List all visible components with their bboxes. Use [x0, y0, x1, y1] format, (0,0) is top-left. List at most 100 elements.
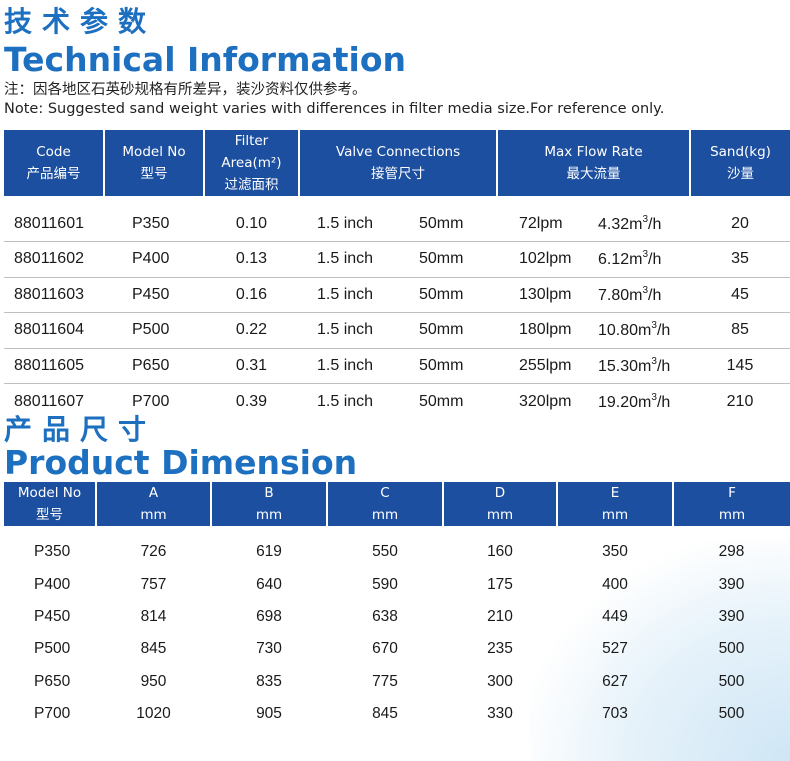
dim-d-cell: 175: [487, 575, 513, 593]
m3h-cell: 4.32m3/h: [592, 206, 691, 242]
table-row: P700 1020 905 845 330 703 500: [4, 698, 790, 730]
dim-d-cell: 210: [487, 607, 513, 625]
dim-e-cell: 449: [602, 607, 628, 625]
dim-e-cell: 627: [602, 672, 628, 690]
table-row: P500 845 730 670 235 527 500: [4, 633, 790, 665]
dim-a-cell: 845: [140, 640, 167, 658]
dim-title-en: Product Dimension: [4, 443, 358, 482]
dim-b-cell: 835: [256, 672, 282, 690]
dim-b-cell: 619: [256, 543, 282, 561]
dim-b-cell: 730: [256, 640, 282, 658]
table-row: 88011601 P350 0.10 1.5 inch 50mm 72lpm 4.32m3/…: [4, 206, 790, 242]
m3h-cell: 6.12m3/h: [592, 241, 691, 278]
mm-cell: 50mm: [399, 312, 497, 349]
sand-cell: 145: [690, 348, 790, 384]
model-cell: P700: [34, 705, 71, 723]
dim-f-cell: 390: [718, 607, 745, 625]
dim-f-cell: 390: [718, 575, 745, 593]
model-cell: P350: [104, 206, 204, 242]
tech-title-cn: 技术参数: [4, 5, 157, 38]
mm-cell: 50mm: [399, 241, 497, 278]
header-model: Model No 型号: [104, 130, 205, 196]
code-cell: 88011602: [4, 241, 104, 278]
dim-f-cell: 500: [718, 640, 745, 658]
inch-cell: 1.5 inch: [299, 348, 399, 384]
table-row: 88011602 P400 0.13 1.5 inch 50mm 102lpm 6.12m3…: [4, 241, 790, 278]
dim-b-cell: 905: [256, 705, 282, 723]
sand-cell: 35: [690, 241, 790, 278]
inch-cell: 1.5 inch: [317, 392, 374, 410]
dim-f-cell: 298: [718, 543, 745, 561]
model-cell: P650: [104, 348, 204, 384]
dim-title-cn: 产品尺寸: [4, 413, 157, 446]
technical-header-row: Code 产品编号 Model No 型号 Filter Area(m²) 过滤面积 …: [4, 130, 790, 196]
dim-c-cell: 670: [372, 640, 398, 658]
dim-f-cell: 500: [718, 672, 745, 690]
table-row: P650 950 835 775 300 627 500: [4, 666, 790, 698]
dim-e-cell: 527: [602, 640, 628, 658]
table-row: P450 814 698 638 210 449 390: [4, 601, 790, 633]
model-cell: P700: [132, 392, 170, 410]
code-cell: 88011603: [4, 277, 104, 313]
m3h-cell: 15.30m3/h: [592, 348, 691, 384]
code-cell: 88011605: [4, 348, 104, 384]
dim-c-cell: 638: [372, 607, 398, 625]
dim-d-cell: 160: [487, 543, 513, 561]
mm-cell: 50mm: [399, 206, 497, 242]
model-cell: P500: [104, 312, 204, 349]
lpm-cell: 320lpm: [519, 392, 572, 410]
model-cell: P450: [104, 277, 204, 313]
technical-table: Code 产品编号 Model No 型号 Filter Area(m²) 过滤面积 …: [4, 130, 790, 419]
area-cell: 0.10: [204, 206, 299, 242]
sand-cell: 20: [690, 206, 790, 242]
dim-a-cell: 726: [140, 543, 167, 561]
dim-c-cell: 775: [372, 672, 398, 690]
dim-a-cell: 950: [140, 672, 167, 690]
dim-c-cell: 845: [372, 705, 398, 723]
header-filter-area: Filter Area(m²) 过滤面积: [204, 130, 300, 196]
lpm-cell: 130lpm: [497, 277, 592, 313]
lpm-cell: 102lpm: [497, 241, 592, 278]
note-cn: 注：因各地区石英砂规格有所差异，装沙资料仅供参考。: [4, 82, 367, 98]
model-cell: P500: [34, 640, 71, 658]
table-row: 88011605 P650 0.31 1.5 inch 50mm 255lpm 15.30m…: [4, 348, 790, 384]
model-cell: P400: [104, 241, 204, 278]
code-cell: 88011601: [4, 206, 104, 242]
mm-cell: 50mm: [419, 392, 464, 410]
dim-e-cell: 350: [602, 543, 628, 561]
dim-f-cell: 500: [718, 705, 745, 723]
table-row: P350 726 619 550 160 350 298: [4, 536, 790, 568]
inch-cell: 1.5 inch: [299, 206, 399, 242]
area-cell: 0.22: [204, 312, 299, 349]
area-cell: 0.39: [235, 392, 268, 410]
code-cell: 88011604: [4, 312, 104, 349]
table-row: P400 757 640 590 175 400 390: [4, 568, 790, 600]
dim-a-cell: 814: [140, 607, 167, 625]
model-cell: P400: [34, 575, 71, 593]
dim-b-cell: 698: [256, 607, 282, 625]
tech-title-en: Technical Information: [4, 40, 406, 79]
dim-b-cell: 640: [256, 575, 282, 593]
mm-cell: 50mm: [399, 348, 497, 384]
m3h-cell: 7.80m3/h: [592, 277, 691, 313]
inch-cell: 1.5 inch: [299, 241, 399, 278]
dim-d-cell: 330: [487, 705, 513, 723]
dim-e-cell: 703: [602, 705, 628, 723]
header-sand: Sand(kg) 沙量: [690, 130, 790, 196]
header-model: Model No 型号: [4, 482, 97, 526]
dim-a-cell: 1020: [136, 705, 171, 723]
table-row: 88011604 P500 0.22 1.5 inch 50mm 180lpm 10.80m…: [4, 312, 790, 349]
header-flow: Max Flow Rate 最大流量: [497, 130, 692, 196]
lpm-cell: 180lpm: [497, 312, 592, 349]
header-valve: Valve Connections 接管尺寸: [299, 130, 498, 196]
sand-cell: 45: [690, 277, 790, 313]
area-cell: 0.13: [204, 241, 299, 278]
dim-d-cell: 235: [487, 640, 513, 658]
m3h-cell: 19.20m3/h: [598, 391, 671, 411]
header-code: Code 产品编号: [4, 130, 105, 196]
